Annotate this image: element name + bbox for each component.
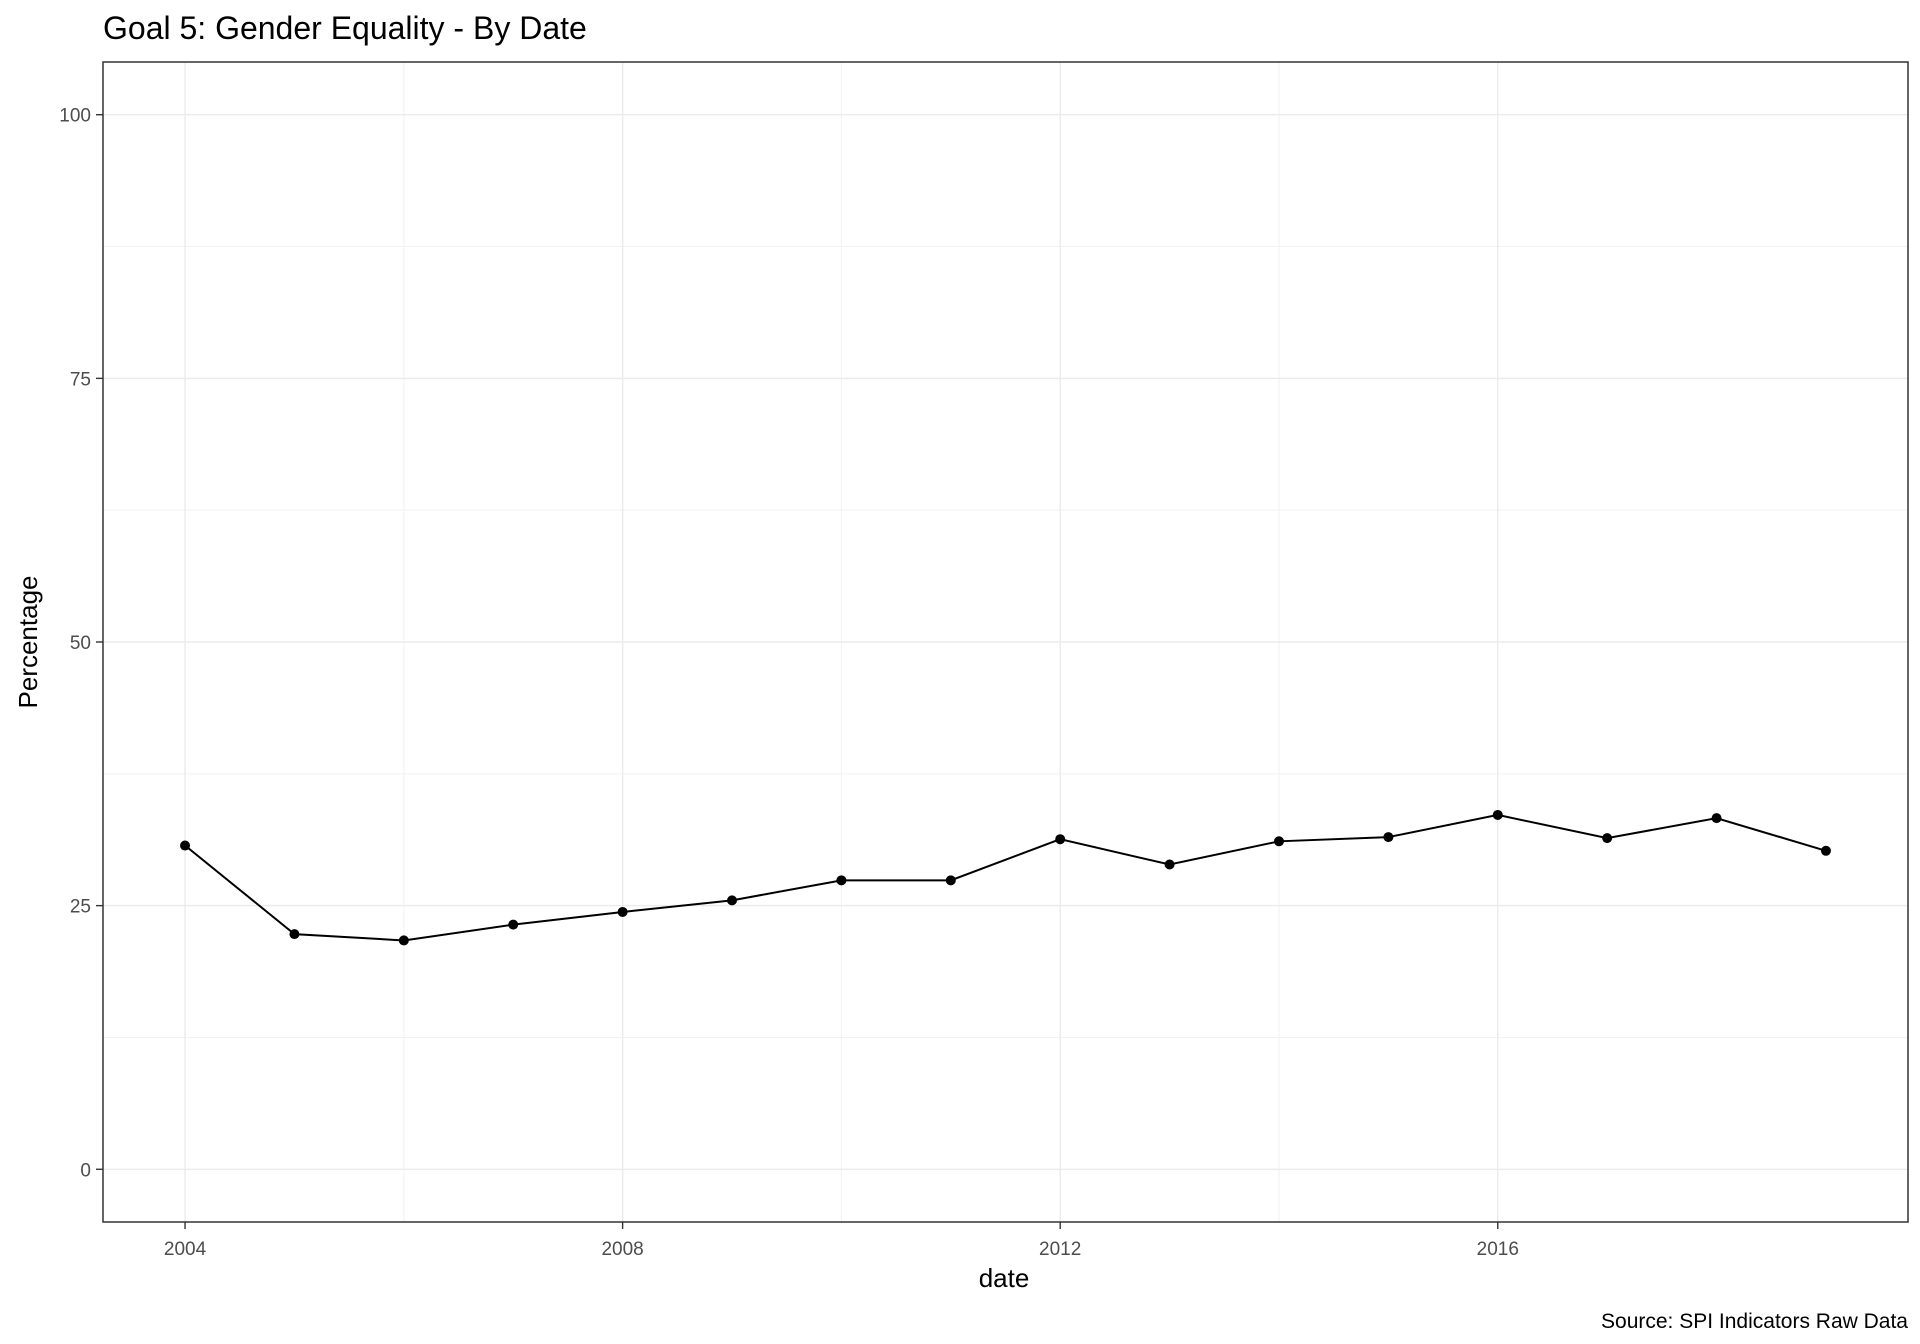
data-point [1820,845,1831,856]
data-point [1602,833,1613,844]
y-tick-label: 50 [70,633,91,654]
x-axis-title: date [979,1263,1030,1293]
y-tick-label: 0 [80,1160,91,1181]
data-point [1164,859,1175,870]
series-line [184,813,1827,942]
data-point [508,919,519,930]
data-point [1383,832,1394,843]
minor-gridlines [103,62,1908,1222]
data-point [398,935,409,946]
data-point [945,875,956,886]
y-axis-title: Percentage [13,576,43,709]
data-point [1492,809,1503,820]
data-point [180,840,191,851]
y-axis: 0 25 50 75 100 [59,106,103,1181]
x-tick-label: 2008 [601,1239,643,1260]
x-tick-label: 2012 [1039,1239,1081,1260]
major-gridlines [103,62,1908,1222]
chart-caption: Source: SPI Indicators Raw Data [1601,1310,1908,1333]
data-point [1273,836,1284,847]
data-point [836,875,847,886]
x-tick-label: 2004 [164,1239,207,1260]
y-tick-label: 75 [70,369,91,390]
data-point [1055,834,1066,845]
y-tick-label: 100 [59,106,91,127]
data-point [727,895,738,906]
y-tick-label: 25 [70,897,91,918]
x-axis: 2004 2008 2012 2016 [164,1222,1519,1260]
chart-title: Goal 5: Gender Equality - By Date [103,10,587,46]
data-point [1711,813,1722,824]
x-tick-label: 2016 [1477,1239,1519,1260]
data-point [289,929,300,940]
data-point [617,906,628,917]
series-points [180,809,1831,946]
data-series [180,809,1831,946]
